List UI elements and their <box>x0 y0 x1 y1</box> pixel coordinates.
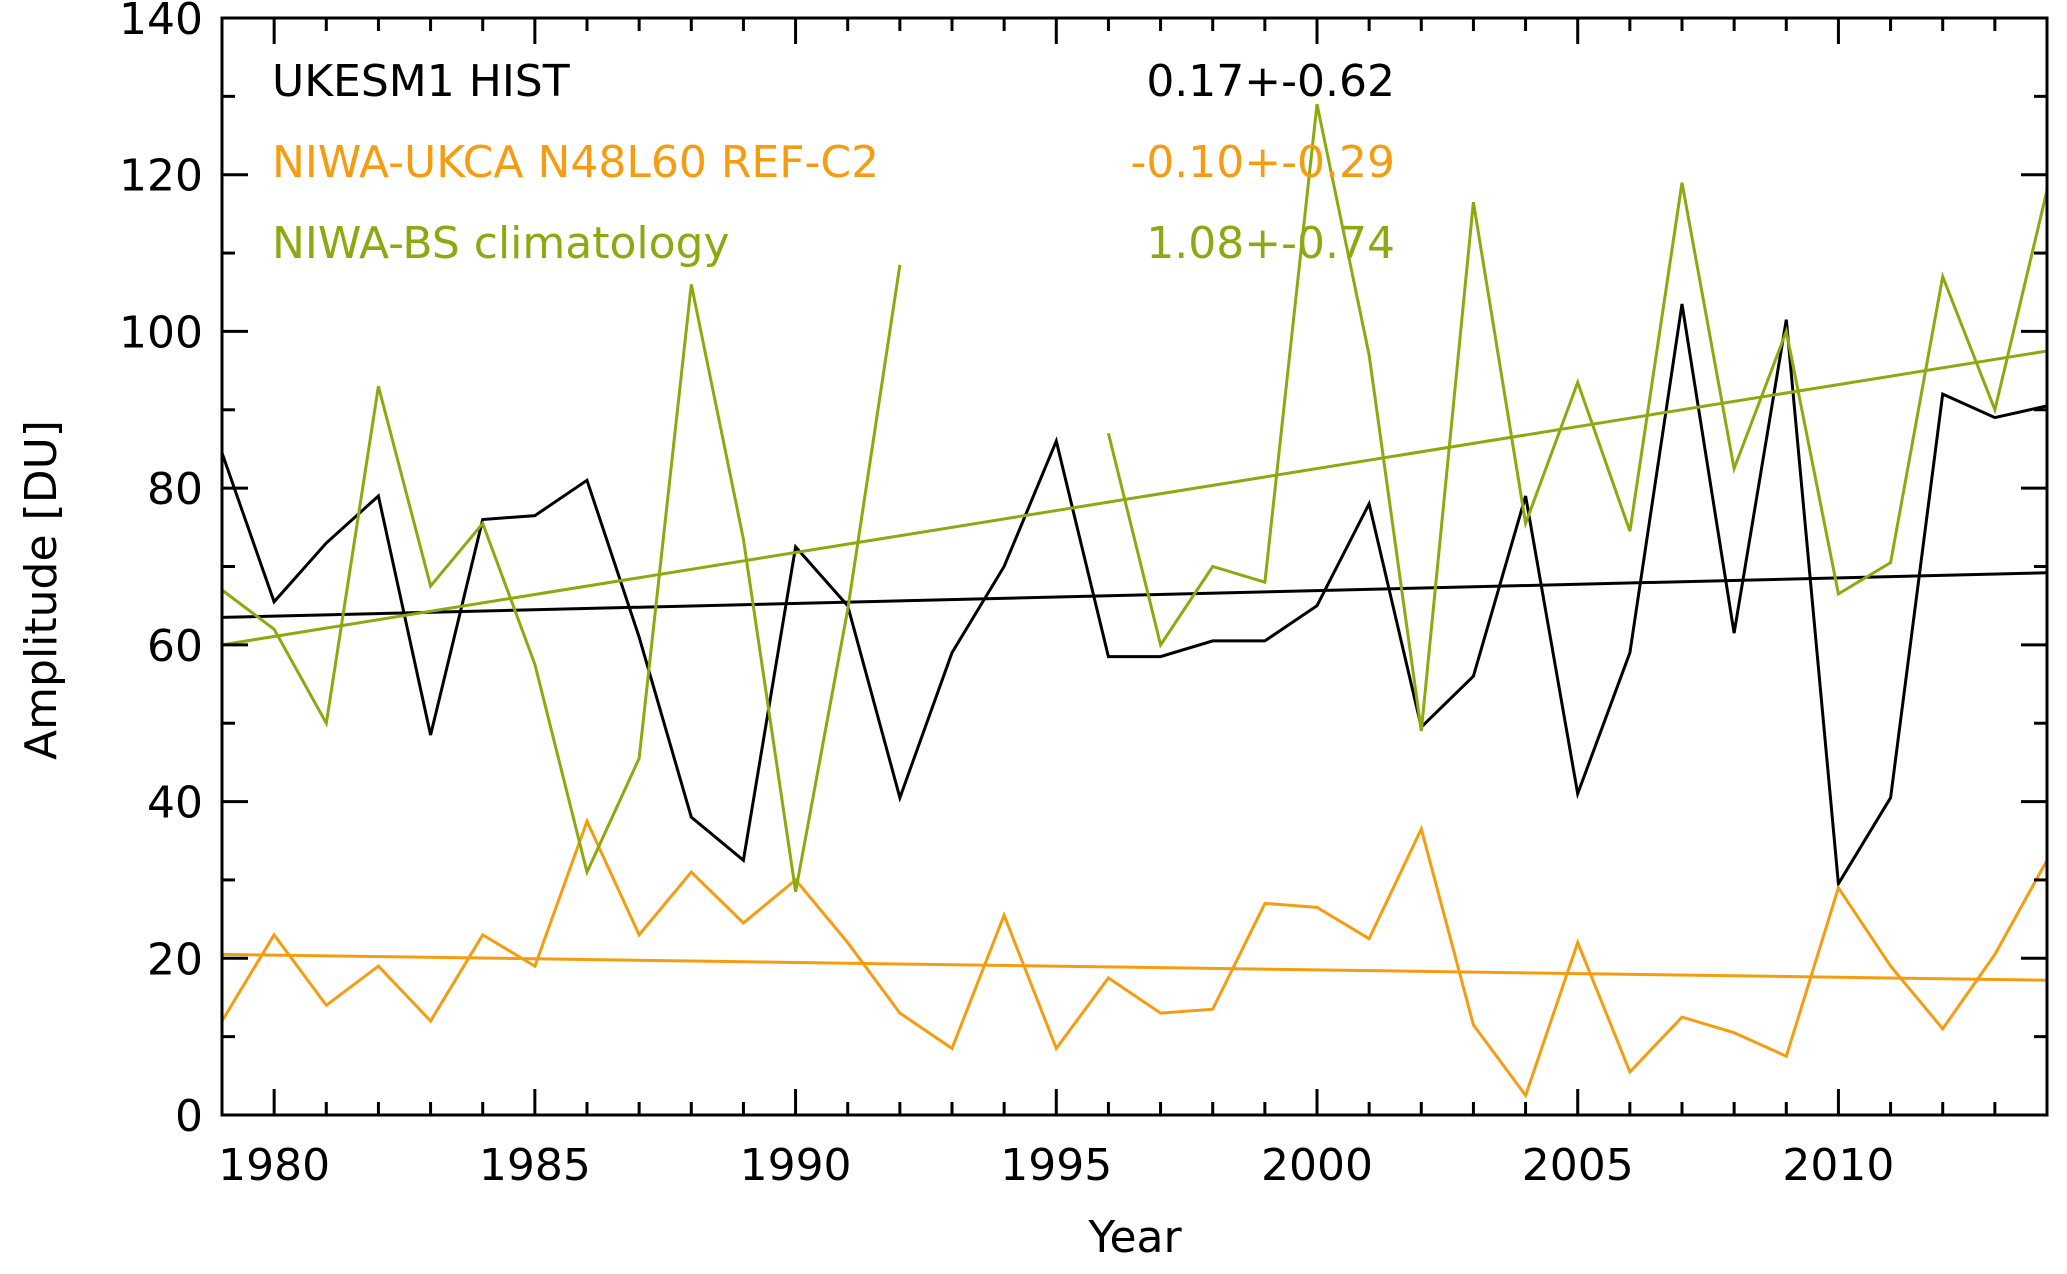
series-line-2-0 <box>221 264 902 892</box>
series-1 <box>220 817 2049 1099</box>
trend-line-2 <box>221 349 2048 647</box>
legend-label-0: UKESM1 HIST <box>272 56 570 107</box>
y-axis-title: Amplitude [DU] <box>16 420 67 760</box>
legend: UKESM1 HIST 0.17+-0.62 NIWA-UKCA N48L60 RE… <box>272 56 1395 269</box>
legend-label-2: NIWA-BS climatology <box>272 218 730 269</box>
legend-trend-value-1: -0.10+-0.29 <box>1130 137 1395 188</box>
series-line-1-0 <box>220 817 2049 1099</box>
series-2 <box>221 103 2049 892</box>
series-line-2-1 <box>1106 103 2049 732</box>
legend-trend-value-2: 1.08+-0.74 <box>1146 218 1395 269</box>
y-tick-label: 60 <box>147 621 203 672</box>
y-tick-label: 0 <box>175 1091 203 1142</box>
legend-trend-value-0: 0.17+-0.62 <box>1146 56 1395 107</box>
x-tick-label: 2000 <box>1261 1140 1373 1191</box>
y-tick-label: 140 <box>119 0 203 45</box>
legend-label-1: NIWA-UKCA N48L60 REF-C2 <box>272 137 879 188</box>
x-tick-label: 2005 <box>1522 1140 1634 1191</box>
series-0 <box>220 303 2048 889</box>
x-tick-label: 1985 <box>479 1140 591 1191</box>
x-tick-label: 1990 <box>740 1140 852 1191</box>
series-layer <box>220 103 2049 1099</box>
y-tick-label: 100 <box>119 307 203 358</box>
y-tick-label: 80 <box>147 464 203 515</box>
axes-layer: 1980 1985 1990 1995 2000 2005 2010 0 20 40 60 80 100… <box>119 0 2049 1191</box>
x-tick-label: 2010 <box>1782 1140 1894 1191</box>
y-tick-label: 20 <box>147 934 203 985</box>
trend-line-1 <box>221 952 2048 982</box>
y-tick-label: 120 <box>119 151 203 202</box>
trend-line-0 <box>221 571 2048 619</box>
y-tick-label: 40 <box>147 778 203 829</box>
x-tick-label: 1995 <box>1000 1140 1112 1191</box>
x-axis-title: Year <box>1087 1212 1182 1263</box>
x-tick-label: 1980 <box>218 1140 330 1191</box>
